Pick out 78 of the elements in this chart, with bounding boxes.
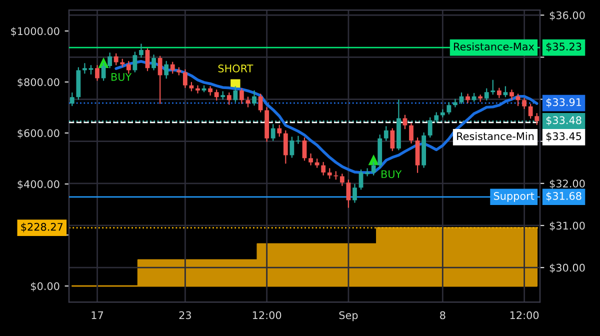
candlestick xyxy=(240,88,244,104)
x-tick-label: 12:00 xyxy=(252,311,282,320)
ref-line-label: $33.48 xyxy=(546,116,582,126)
candlestick xyxy=(277,124,282,137)
candlestick xyxy=(196,85,200,94)
y-tick-label: $31.00 xyxy=(550,222,585,231)
x-tick-label: 23 xyxy=(179,311,191,320)
candlestick xyxy=(496,88,502,98)
candlestick xyxy=(126,60,131,74)
candlestick xyxy=(145,48,150,72)
candlestick xyxy=(327,168,332,179)
candlestick xyxy=(490,80,496,95)
series-label: BUY xyxy=(112,73,132,81)
candlestick xyxy=(252,90,256,106)
candlestick xyxy=(70,92,74,106)
candlestick xyxy=(170,62,175,74)
x-tick-label: 17 xyxy=(92,311,103,320)
candlestick xyxy=(302,137,307,161)
text: $35.23 xyxy=(546,42,582,52)
candlestick xyxy=(246,96,250,108)
candlestick xyxy=(214,89,219,101)
candlestick xyxy=(384,126,388,142)
candlestick xyxy=(503,86,508,98)
candlestick xyxy=(371,162,376,176)
candlestick xyxy=(510,89,514,100)
candlestick xyxy=(453,98,458,108)
candlestick xyxy=(226,92,232,105)
candlestick xyxy=(409,123,414,144)
candlestick xyxy=(132,52,138,72)
candlestick xyxy=(390,128,395,152)
candlestick xyxy=(182,69,188,88)
x-tick-label: 8 xyxy=(440,311,446,320)
y2-tick-label: $600.00 xyxy=(18,129,60,138)
candlestick xyxy=(365,168,370,176)
ref-line-label: Support xyxy=(494,192,534,202)
candlestick xyxy=(308,153,313,166)
candlestick xyxy=(139,44,144,58)
y2-tick-label: $400.00 xyxy=(18,180,60,190)
candlestick xyxy=(296,136,300,144)
candlestick xyxy=(82,62,87,74)
series-label: SHORT xyxy=(218,64,254,72)
y-tick-label: $30.00 xyxy=(550,264,585,274)
y-tick-label: $36.00 xyxy=(550,11,585,21)
y-tick-label: $32.00 xyxy=(550,179,585,189)
candlestick xyxy=(446,102,452,115)
candlestick xyxy=(290,136,294,158)
legend-label: Resistance-Min xyxy=(457,132,534,140)
y2-tick-label: $800.00 xyxy=(18,78,60,88)
candlestick xyxy=(114,53,118,66)
point xyxy=(368,155,378,166)
ref-line-label: $33.91 xyxy=(546,98,582,108)
y2-tick-label: $1000.00 xyxy=(11,27,60,36)
candlestick xyxy=(152,54,156,70)
candlestick xyxy=(108,52,112,68)
text: $31.68 xyxy=(546,192,582,202)
candlestick xyxy=(402,114,408,130)
candlestick xyxy=(233,86,238,102)
x-tick-label: 12:00 xyxy=(510,311,539,320)
ref-line-label: Resistance-Max xyxy=(454,42,534,51)
candlestick xyxy=(164,60,169,79)
candlestick xyxy=(158,56,162,104)
ref-line-label: $228.27 xyxy=(21,222,63,232)
candlestick xyxy=(534,113,540,126)
candlestick xyxy=(522,98,526,110)
y2-tick-label: $0.00 xyxy=(31,282,60,292)
candlestick xyxy=(340,174,344,186)
text: $33.45 xyxy=(546,132,582,142)
candlestick xyxy=(321,162,326,176)
candlestick xyxy=(270,124,276,142)
candlestick xyxy=(352,184,357,203)
x-tick-label: Sep xyxy=(339,311,358,322)
text: BUY xyxy=(382,170,402,178)
candlestick xyxy=(484,88,489,101)
candlestick xyxy=(283,130,288,164)
candlestick xyxy=(528,104,533,119)
candlestick xyxy=(358,169,364,190)
candlestick xyxy=(95,65,100,81)
candlestick xyxy=(346,180,351,208)
